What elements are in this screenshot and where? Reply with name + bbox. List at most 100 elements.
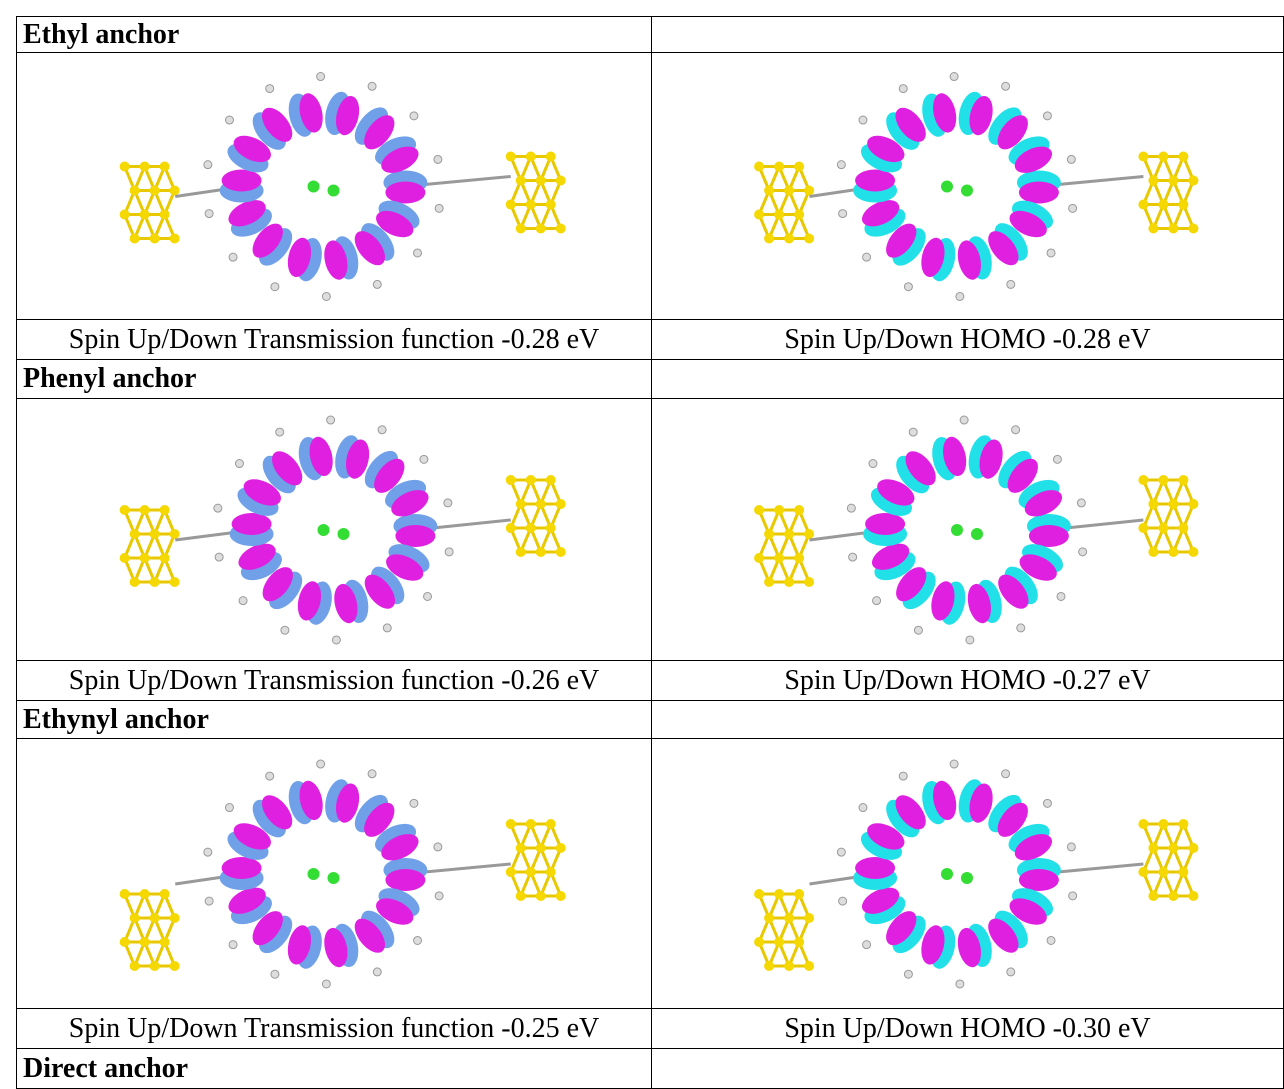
orbital-lobe <box>381 146 419 173</box>
gold-atom <box>794 552 805 563</box>
gold-atom <box>159 552 170 563</box>
hydrogen <box>413 935 423 945</box>
empty-cell <box>651 1048 1284 1089</box>
gold-atom <box>794 888 805 899</box>
orbital-lobe <box>252 223 283 258</box>
gold-atom <box>545 199 556 209</box>
gold-atom <box>1138 522 1149 533</box>
gold-atom <box>119 888 130 899</box>
gold-atom <box>1148 223 1159 233</box>
gold-atom <box>1168 498 1179 509</box>
gold-lattice <box>1138 151 1199 233</box>
molecule-figure <box>119 71 566 301</box>
gold-atom <box>1178 474 1189 485</box>
gold-atom <box>149 912 160 923</box>
caption: Spin Up/Down Transmission function -0.26… <box>16 660 652 701</box>
gold-lattice <box>119 504 180 587</box>
hydrogen <box>858 115 868 125</box>
gold-atom <box>149 185 160 195</box>
figure-cell <box>651 738 1284 1009</box>
gold-atom <box>515 546 526 557</box>
gold-atom <box>1158 199 1169 209</box>
hydrogen <box>955 291 965 301</box>
gold-atom <box>794 504 805 515</box>
gold-atom <box>1168 175 1179 185</box>
gold-atom <box>1178 199 1189 209</box>
gold-atom <box>804 233 815 243</box>
hydrogen <box>1006 279 1016 289</box>
gold-atom <box>754 936 765 947</box>
molecule-figure <box>119 415 566 644</box>
gold-atom <box>1188 546 1199 557</box>
title-row: Ethyl anchor <box>16 16 1284 53</box>
gold-atom <box>804 960 815 971</box>
caption-row: Spin Up/Down Transmission function -0.28… <box>16 319 1284 360</box>
metal-atom <box>971 527 983 540</box>
hydrogen <box>372 966 382 976</box>
gold-atom <box>1158 474 1169 485</box>
gold-atom <box>555 498 566 509</box>
hydrogen <box>1068 890 1078 900</box>
orbital-lobe <box>335 782 360 823</box>
orbital-lobe <box>865 512 906 535</box>
gold-atom <box>794 936 805 947</box>
gold-atom <box>169 233 180 243</box>
gold-atom <box>1138 818 1149 829</box>
gold-atom <box>525 522 536 533</box>
orbital-lobe <box>957 927 981 967</box>
gold-atom <box>1168 546 1179 557</box>
hydrogen <box>955 978 965 988</box>
hydrogen <box>228 939 238 949</box>
gold-atom <box>169 528 180 539</box>
orbital-lobe <box>252 910 283 945</box>
gold-lattice <box>754 888 815 971</box>
gold-atom <box>784 528 795 539</box>
gold-atom <box>139 209 150 219</box>
hydrogen <box>382 622 392 632</box>
hydrogen <box>234 458 244 468</box>
orbital-lobe <box>324 239 348 280</box>
gold-atom <box>159 888 170 899</box>
gold-lattice <box>505 151 566 233</box>
orbital-lobe <box>364 114 395 149</box>
gold-atom <box>555 842 566 853</box>
caption: Spin Up/Down HOMO -0.30 eV <box>651 1008 1284 1049</box>
hydrogen <box>280 625 290 635</box>
metal-atom <box>337 527 350 540</box>
gold-atom <box>139 888 150 899</box>
hydrogen <box>898 83 908 93</box>
hydrogen <box>265 771 275 781</box>
orbital-lobe <box>324 927 348 967</box>
hydrogen <box>836 159 846 169</box>
gold-atom <box>545 474 556 485</box>
metal-atom <box>307 180 320 192</box>
hydrogen <box>331 634 341 644</box>
hydrogen <box>959 415 969 425</box>
hydrogen <box>316 759 326 769</box>
orbital-lobe <box>969 95 993 135</box>
orbital-lobe <box>943 436 967 476</box>
gold-atom <box>1158 522 1169 533</box>
metal-atom <box>951 523 963 536</box>
title-row: Ethynyl anchor <box>16 700 1284 739</box>
molecule-figure <box>754 415 1199 644</box>
gold-atom <box>525 866 536 877</box>
orbital-lobe <box>354 918 386 953</box>
orbital-lobe <box>385 868 426 891</box>
gold-atom <box>515 842 526 853</box>
hydrogen <box>903 281 913 291</box>
hydrogen <box>1052 454 1062 464</box>
gold-atom <box>505 522 516 533</box>
orbital-lobe <box>979 438 1003 479</box>
gold-atom <box>774 161 785 171</box>
gold-atom <box>1188 175 1199 185</box>
orbital-lobe <box>1018 868 1059 891</box>
orbital-lobe <box>871 543 910 570</box>
hydrogen <box>321 291 331 301</box>
gold-atom <box>1148 498 1159 509</box>
gold-atom <box>159 936 170 947</box>
metal-atom <box>961 871 973 884</box>
gold-atom <box>129 233 140 243</box>
gold-atom <box>159 161 170 171</box>
gold-atom <box>1138 474 1149 485</box>
